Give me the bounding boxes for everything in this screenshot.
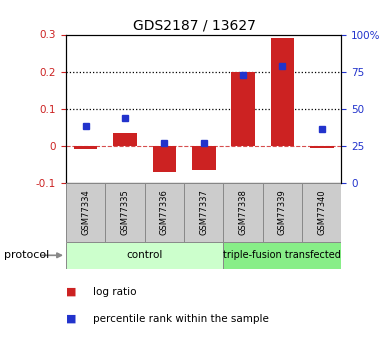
- Text: control: control: [126, 250, 163, 260]
- Text: triple-fusion transfected: triple-fusion transfected: [223, 250, 341, 260]
- Text: GSM77336: GSM77336: [160, 189, 169, 235]
- Bar: [270, 38, 294, 146]
- Text: GSM77340: GSM77340: [317, 189, 326, 235]
- Text: GSM77337: GSM77337: [199, 189, 208, 235]
- Text: ■: ■: [66, 287, 76, 296]
- Text: GSM77338: GSM77338: [239, 189, 248, 235]
- Bar: [231, 72, 255, 146]
- Bar: [302, 183, 341, 242]
- Text: percentile rank within the sample: percentile rank within the sample: [93, 314, 269, 324]
- Bar: [105, 183, 145, 242]
- Bar: [145, 183, 184, 242]
- Bar: [192, 146, 215, 170]
- Text: GSM77334: GSM77334: [81, 189, 90, 235]
- Bar: [223, 183, 263, 242]
- Text: GSM77335: GSM77335: [121, 189, 130, 235]
- Bar: [152, 146, 176, 172]
- Text: ■: ■: [66, 314, 76, 324]
- Bar: [66, 241, 223, 269]
- Bar: [223, 241, 341, 269]
- Bar: [66, 183, 105, 242]
- Text: GDS2187 / 13627: GDS2187 / 13627: [133, 19, 255, 33]
- Bar: [74, 146, 97, 149]
- Bar: [263, 183, 302, 242]
- Bar: [310, 146, 334, 148]
- Text: protocol: protocol: [4, 250, 49, 260]
- Bar: [113, 133, 137, 146]
- Text: GSM77339: GSM77339: [278, 189, 287, 235]
- Text: log ratio: log ratio: [93, 287, 137, 296]
- Bar: [184, 183, 223, 242]
